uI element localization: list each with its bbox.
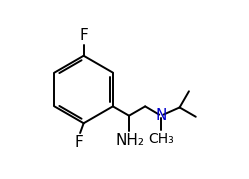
Text: F: F: [75, 135, 84, 150]
Text: N: N: [156, 108, 167, 123]
Text: F: F: [79, 28, 88, 43]
Text: CH₃: CH₃: [148, 132, 174, 146]
Text: NH₂: NH₂: [116, 133, 144, 148]
